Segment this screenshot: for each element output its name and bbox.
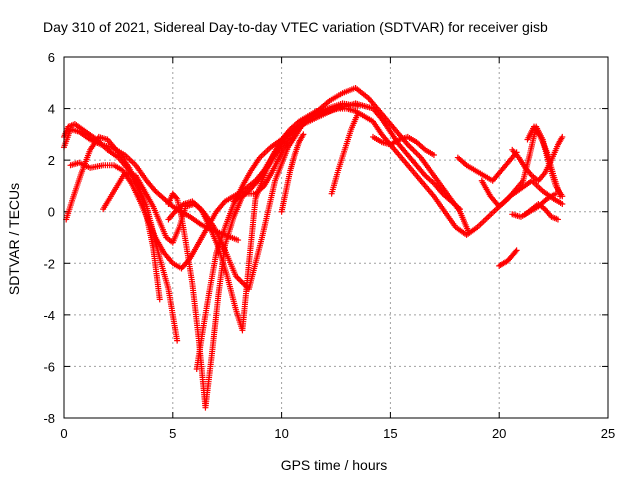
series-arc7 — [165, 108, 329, 334]
series-arc16 — [524, 123, 564, 200]
x-tick-label: 5 — [169, 426, 176, 441]
series-arc9 — [230, 133, 298, 205]
series-arc19 — [509, 190, 559, 220]
data-point — [410, 147, 417, 154]
data-point — [409, 145, 416, 152]
data-point — [559, 200, 566, 207]
data-point — [414, 151, 421, 158]
x-tick-label: 20 — [492, 426, 506, 441]
series-arc10 — [278, 131, 307, 215]
data-point — [513, 247, 520, 254]
series-arc6 — [165, 105, 566, 411]
data-point — [174, 337, 181, 344]
tick-labels: 0 5 10 15 20 25 -8 -6 -4 -2 0 2 4 6 — [43, 50, 615, 441]
data-point — [407, 144, 414, 151]
data-point — [238, 278, 245, 285]
data-point — [512, 248, 519, 255]
series-arc13 — [454, 149, 520, 184]
data-point — [173, 194, 180, 201]
data-point — [457, 206, 464, 213]
data-point — [552, 190, 559, 197]
data-point — [291, 133, 298, 140]
y-tick-label: -2 — [43, 256, 55, 271]
data-point — [412, 148, 419, 155]
data-point — [235, 237, 242, 244]
plot-frame — [63, 56, 609, 419]
y-tick-label: -4 — [43, 308, 55, 323]
x-tick-label: 10 — [274, 426, 288, 441]
data-point — [235, 276, 242, 283]
data-point — [413, 150, 420, 157]
data-point — [406, 143, 413, 150]
series-arc4 — [67, 100, 361, 272]
data-points — [61, 84, 566, 411]
series-arc8 — [193, 100, 464, 373]
chart-title: Day 310 of 2021, Sidereal Day-to-day VTE… — [43, 19, 548, 35]
y-tick-label: -8 — [43, 411, 55, 426]
data-point — [156, 296, 163, 303]
data-point — [300, 131, 307, 138]
x-tick-label: 25 — [601, 426, 615, 441]
data-point — [430, 151, 437, 158]
x-tick-label: 0 — [60, 426, 67, 441]
series-arc15 — [509, 133, 566, 184]
y-tick-label: 6 — [48, 50, 55, 65]
series-arc12 — [369, 133, 437, 158]
series-arc11 — [328, 110, 361, 197]
data-point — [557, 193, 564, 200]
x-tick-label: 15 — [383, 426, 397, 441]
y-tick-label: 4 — [48, 102, 55, 117]
y-tick-label: 0 — [48, 205, 55, 220]
y-tick-label: 2 — [48, 153, 55, 168]
data-point — [354, 110, 361, 117]
data-point — [559, 133, 566, 140]
data-point — [554, 216, 561, 223]
x-axis-label: GPS time / hours — [281, 457, 388, 473]
y-axis-label: SDTVAR / TECUs — [6, 183, 22, 295]
series-arc17 — [496, 247, 520, 269]
y-tick-label: -6 — [43, 359, 55, 374]
data-point — [237, 277, 244, 284]
